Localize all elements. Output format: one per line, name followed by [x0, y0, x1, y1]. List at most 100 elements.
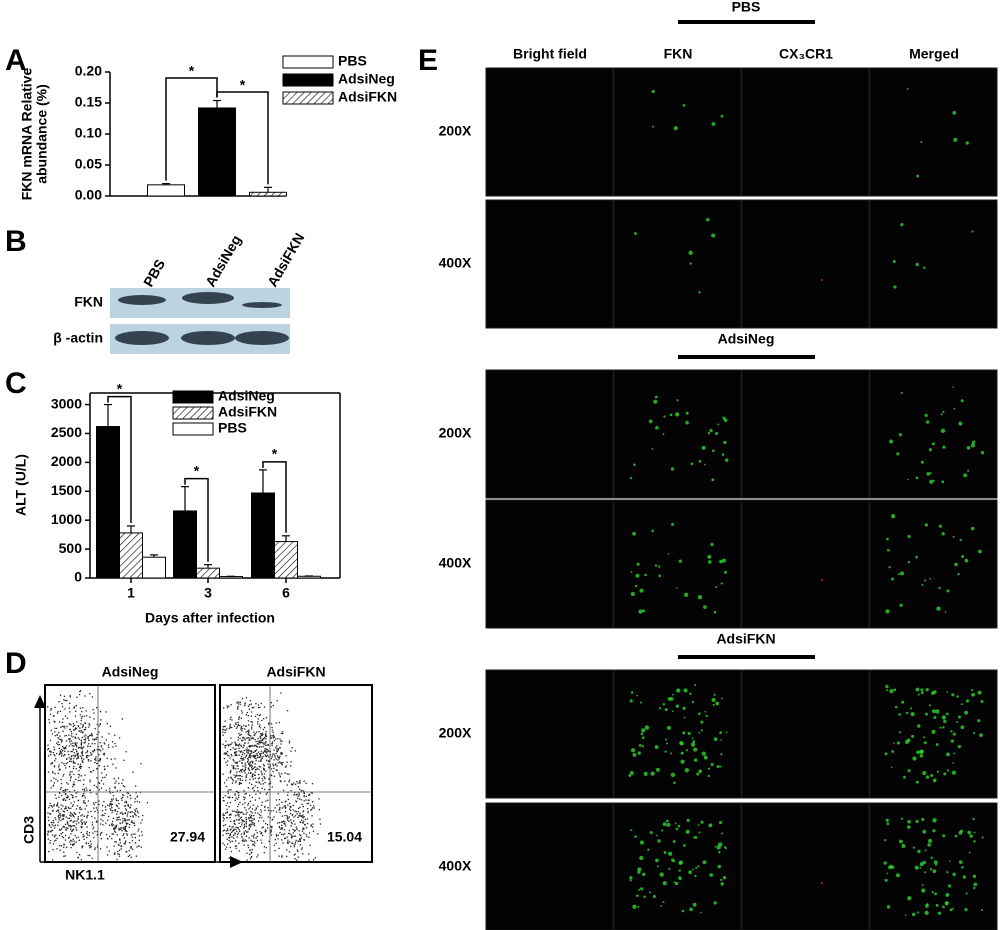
significance-bracket [107, 395, 132, 523]
flow-event [283, 833, 286, 835]
flow-event [292, 828, 294, 831]
flow-event [286, 841, 289, 844]
flow-event [297, 811, 300, 813]
flow-event [59, 694, 62, 696]
fluorescent-spot [715, 431, 719, 436]
flow-event [283, 823, 285, 825]
flow-event [58, 829, 61, 831]
flow-event [251, 808, 254, 810]
flow-event [275, 834, 277, 836]
flow-event [227, 743, 229, 746]
flow-event [75, 748, 77, 751]
flow-event [258, 813, 261, 816]
fluorescent-spot [970, 443, 976, 448]
flow-event [131, 836, 133, 838]
flow-event [239, 703, 241, 706]
flow-event [260, 839, 262, 841]
flow-event [235, 753, 237, 755]
flow-event [256, 832, 258, 834]
flow-event [270, 723, 273, 725]
flow-event [265, 847, 267, 849]
flow-event [261, 734, 263, 736]
flow-event [254, 750, 257, 752]
flow-event [284, 772, 286, 774]
flow-event [249, 745, 251, 747]
flow-event [129, 854, 131, 856]
flow-event [120, 848, 122, 850]
flow-event [72, 815, 74, 817]
fluorescent-spot [715, 701, 720, 706]
flow-event [57, 815, 59, 817]
flow-event [82, 833, 84, 836]
flow-event [101, 814, 104, 816]
significance-star: * [240, 77, 246, 93]
flow-event [288, 829, 291, 832]
flow-event [127, 822, 129, 825]
fluorescent-spot [632, 531, 636, 536]
flow-event [77, 857, 79, 859]
flow-event [291, 814, 294, 816]
legend-swatch [282, 91, 334, 105]
flow-event [62, 831, 64, 834]
fluorescent-spot [697, 865, 700, 868]
flow-event [72, 844, 74, 847]
flow-event [252, 737, 254, 740]
flow-event [58, 743, 61, 746]
flow-event [80, 831, 82, 834]
flow-event [296, 781, 298, 783]
flow-event [67, 827, 69, 829]
flow-event [79, 727, 81, 729]
flow-event [64, 754, 66, 756]
flow-event [302, 853, 304, 855]
flow-event [95, 786, 98, 788]
flow-event [132, 815, 134, 817]
flow-event [123, 828, 125, 830]
fluorescent-spot [655, 425, 659, 430]
fluorescent-spot [629, 476, 633, 480]
flow-event [258, 741, 261, 743]
fluorescent-spot [629, 699, 633, 703]
flow-event [79, 806, 81, 808]
flow-event [245, 697, 248, 699]
flow-event [256, 835, 259, 838]
flow-event [258, 714, 261, 717]
flow-event [105, 822, 107, 824]
flow-event [125, 809, 128, 811]
flow-event [103, 814, 105, 817]
fluorescent-spot [941, 532, 945, 536]
flow-event [222, 773, 224, 775]
flow-event [252, 751, 254, 754]
flow-event [102, 824, 104, 826]
flow-event [265, 770, 267, 772]
flow-event [244, 793, 246, 795]
flow-event [83, 821, 85, 823]
flow-event [247, 787, 249, 789]
flow-event [140, 822, 142, 824]
flow-event [249, 816, 252, 818]
flow-event [248, 730, 250, 732]
flow-event [268, 778, 270, 781]
panel-label: A [5, 44, 27, 77]
fluorescent-spot [692, 902, 697, 907]
fluorescent-spot [911, 734, 915, 738]
flow-event [234, 832, 236, 834]
flow-event [237, 832, 240, 834]
flow-event [60, 787, 62, 789]
flow-event [266, 754, 269, 757]
flow-event [267, 760, 270, 762]
flow-event [254, 785, 256, 787]
flow-event [237, 814, 239, 816]
flow-event [295, 839, 297, 842]
flow-event [299, 798, 301, 800]
fluorescent-spot [651, 89, 655, 94]
flow-event [240, 811, 243, 813]
flow-event [226, 728, 228, 730]
fluorescent-spot [723, 418, 728, 423]
flow-event [229, 772, 231, 774]
flow-event [62, 775, 64, 777]
flow-event [89, 724, 91, 726]
flow-event [124, 843, 126, 845]
flow-event [68, 807, 70, 810]
row-label: 200X [439, 123, 472, 139]
flow-event [134, 785, 137, 787]
